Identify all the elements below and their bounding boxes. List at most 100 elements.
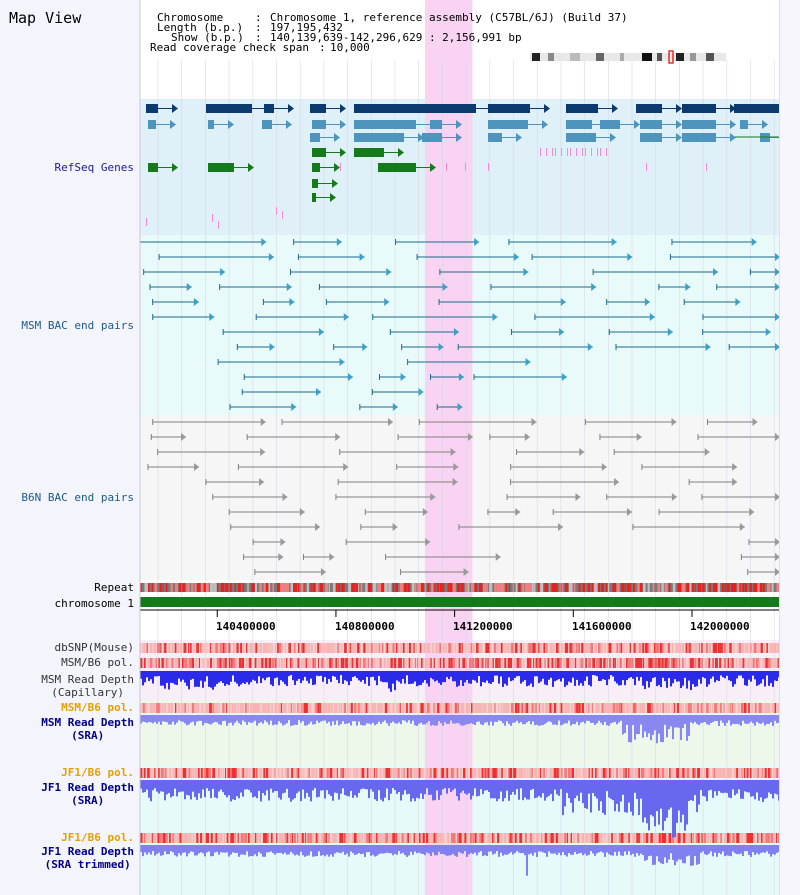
depth-bar — [460, 671, 462, 681]
pol-segment — [746, 833, 750, 843]
ideogram-region-marker — [668, 50, 674, 64]
pol-segment — [365, 703, 368, 713]
pol-segment — [610, 768, 613, 778]
depth-bar — [470, 715, 472, 724]
depth-bar — [448, 780, 450, 789]
pol-segment — [577, 643, 581, 653]
pol-segment — [327, 703, 331, 713]
depth-bar — [574, 780, 576, 799]
pol-segment — [335, 833, 337, 843]
depth-bar — [654, 715, 656, 731]
bac-end-marker — [259, 478, 265, 486]
depth-bar — [492, 671, 494, 683]
vertical-scrollbar[interactable] — [779, 0, 800, 895]
depth-bar — [736, 845, 738, 855]
depth-bar — [526, 671, 528, 687]
pol-segment — [636, 643, 639, 653]
pol-segment — [368, 703, 370, 713]
depth-bar — [392, 780, 394, 789]
depth-bar — [618, 671, 620, 686]
depth-bar — [220, 845, 222, 853]
depth-bar — [712, 780, 714, 798]
pol-segment — [164, 703, 167, 713]
pol-segment — [454, 658, 458, 668]
pol-segment — [765, 658, 768, 668]
depth-bar — [510, 671, 512, 682]
depth-bar — [514, 715, 516, 723]
depth-bar — [400, 780, 402, 801]
pol-segment — [408, 658, 411, 668]
pol-segment — [425, 658, 428, 668]
pol-segment — [456, 833, 460, 843]
bac-end-marker — [560, 298, 566, 306]
pol-segment — [331, 703, 333, 713]
depth-bar — [162, 671, 164, 686]
jf1-b6-pol-trimmed-label: JF1/B6 pol. — [61, 831, 134, 844]
depth-bar — [532, 845, 534, 856]
pol-segment — [317, 643, 320, 653]
bac-end-marker — [775, 268, 780, 276]
pol-segment — [523, 643, 525, 653]
pol-segment — [715, 768, 719, 778]
depth-bar — [764, 671, 766, 687]
pol-segment — [429, 768, 432, 778]
depth-bar — [692, 845, 694, 866]
pol-segment — [240, 643, 242, 653]
pol-segment — [625, 768, 627, 778]
depth-bar — [678, 671, 680, 682]
pol-segment — [345, 658, 348, 668]
depth-bar — [686, 671, 688, 689]
depth-bar — [608, 671, 610, 680]
depth-bar — [730, 715, 732, 726]
depth-bar — [338, 715, 340, 726]
pol-segment — [441, 768, 445, 778]
show-label: Show (b.p.) — [171, 31, 244, 44]
pol-segment — [188, 768, 191, 778]
depth-bar — [724, 671, 726, 679]
pol-segment — [296, 768, 299, 778]
depth-bar — [284, 845, 286, 853]
depth-bar — [656, 780, 658, 812]
depth-bar — [280, 671, 282, 681]
depth-bar — [140, 780, 142, 789]
pol-segment — [676, 768, 680, 778]
pol-segment — [581, 703, 584, 713]
depth-bar — [764, 780, 766, 799]
pol-segment — [769, 643, 772, 653]
pol-segment — [445, 643, 447, 653]
pol-segment — [610, 703, 614, 713]
pol-segment — [310, 643, 313, 653]
repeat-element — [573, 583, 576, 592]
pol-segment — [671, 703, 673, 713]
pol-segment — [206, 658, 210, 668]
pol-segment — [616, 643, 619, 653]
pol-segment — [636, 833, 639, 843]
pol-segment — [727, 658, 730, 668]
page-title: Map View — [9, 9, 82, 27]
pol-segment — [701, 833, 703, 843]
pol-segment — [738, 658, 741, 668]
pol-segment — [338, 643, 341, 653]
depth-bar — [386, 671, 388, 683]
pol-segment — [409, 703, 413, 713]
pol-segment — [356, 833, 360, 843]
repeat-element — [691, 583, 694, 592]
pol-segment — [462, 768, 466, 778]
depth-bar — [152, 780, 154, 791]
depth-bar — [574, 715, 576, 725]
depth-bar — [658, 780, 660, 825]
repeat-element — [338, 583, 341, 592]
depth-bar — [180, 845, 182, 856]
pol-segment — [702, 703, 705, 713]
depth-bar — [600, 715, 602, 723]
pol-segment — [544, 833, 548, 843]
depth-bar — [650, 671, 652, 682]
depth-bar — [158, 780, 160, 794]
depth-bar — [634, 780, 636, 793]
pol-segment — [575, 768, 578, 778]
bac-end-marker — [430, 493, 436, 501]
pol-segment — [639, 643, 641, 653]
depth-bar — [390, 845, 392, 854]
pol-segment — [315, 833, 319, 843]
pol-segment — [213, 703, 217, 713]
